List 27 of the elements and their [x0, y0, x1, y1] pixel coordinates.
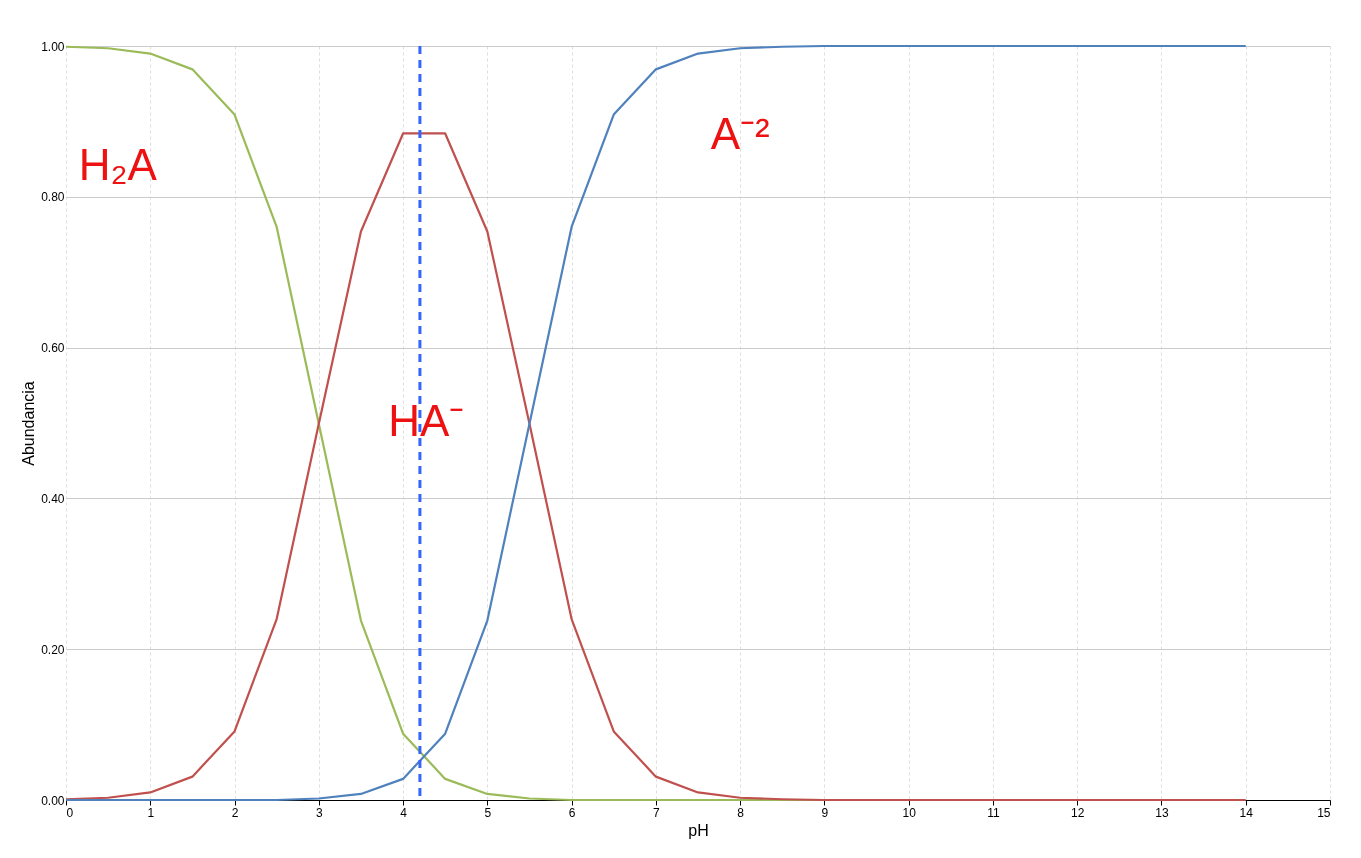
annotation: H₂A [78, 139, 158, 189]
x-tick-label: 6 [568, 805, 576, 820]
y-tick-label: 0.00 [41, 793, 65, 808]
y-tick-label: 0.60 [41, 341, 65, 356]
y-tick-label: 1.00 [41, 39, 65, 54]
annotation: A⁻² [710, 109, 770, 159]
x-tick-label: 1 [147, 805, 155, 820]
x-tick-label: 2 [231, 805, 239, 820]
y-tick-label: 0.20 [41, 642, 65, 657]
x-tick-label: 15 [1317, 805, 1331, 820]
x-tick-label: 8 [737, 805, 745, 820]
x-tick-label: 13 [1155, 805, 1169, 820]
annotation: HA⁻ [388, 396, 465, 445]
y-tick-label: 0.40 [41, 491, 65, 506]
x-tick-label: 14 [1239, 805, 1254, 820]
x-tick-label: 9 [821, 805, 829, 820]
x-tick-label: 7 [653, 805, 661, 820]
x-tick-label: 11 [987, 805, 1000, 820]
x-tick-label: 4 [400, 805, 408, 820]
x-tick-label: 3 [315, 805, 323, 820]
y-tick-label: 0.80 [41, 190, 65, 205]
x-tick-label: 0 [66, 805, 74, 820]
x-tick-label: 10 [902, 805, 917, 820]
y-axis-title: Abundancia [20, 381, 38, 466]
x-tick-label: 5 [484, 805, 492, 820]
x-tick-label: 12 [1071, 805, 1085, 820]
x-axis-title: pH [688, 821, 709, 839]
